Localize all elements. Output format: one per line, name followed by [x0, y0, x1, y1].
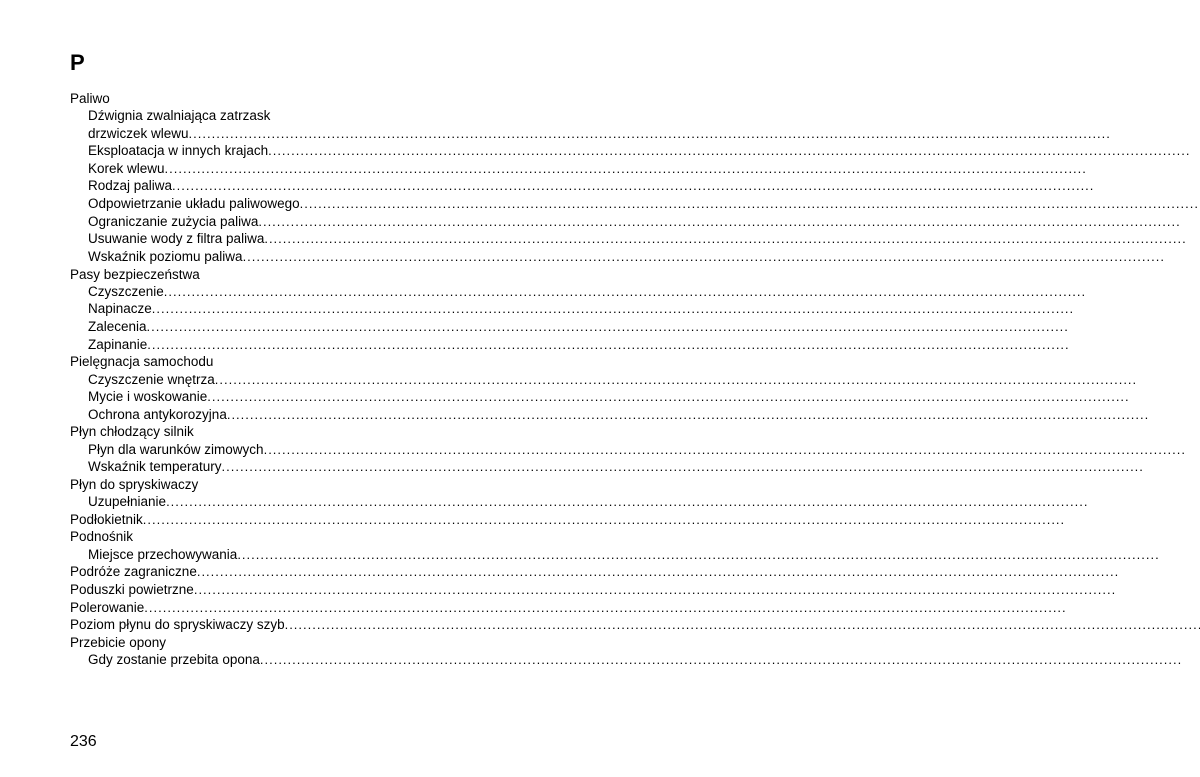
index-entry: Poduszki powietrzne.....................… — [70, 581, 1200, 599]
index-heading: Pasy bezpieczeństwa — [70, 266, 1200, 283]
index-heading: Pielęgnacja samochodu — [70, 353, 1200, 370]
index-entry-label: Zalecenia — [88, 318, 147, 335]
index-entry-label: Wskaźnik poziomu paliwa — [88, 248, 243, 265]
index-entry-label: Polerowanie — [70, 599, 144, 616]
index-entry-label: Usuwanie wody z filtra paliwa — [88, 230, 264, 247]
index-entry-label: Wskaźnik temperatury — [88, 458, 222, 475]
index-entry: Mycie i woskowanie......................… — [70, 388, 1200, 406]
index-column-1: P PaliwoDźwignia zwalniająca zatrzaskdrzw… — [70, 48, 1200, 728]
index-entry-label: Ograniczanie zużycia paliwa — [88, 213, 258, 230]
index-entry-label: Korek wlewu — [88, 160, 165, 177]
index-entry-label: Rodzaj paliwa — [88, 177, 172, 194]
page-number: 236 — [70, 733, 97, 751]
index-entry: Ochrona antykorozyjna...................… — [70, 406, 1200, 424]
leader-dots: ........................................… — [147, 337, 1200, 354]
index-entry: Gdy zostanie przebita opona.............… — [70, 651, 1200, 669]
index-entry-label: Czyszczenie — [88, 283, 164, 300]
leader-dots: ........................................… — [237, 547, 1200, 564]
leader-dots: ........................................… — [258, 214, 1200, 231]
index-entry: Czyszczenie wnętrza.....................… — [70, 371, 1200, 389]
leader-dots: ........................................… — [172, 178, 1200, 195]
index-entry-label: drzwiczek wlewu — [88, 125, 189, 142]
index-entry: Polerowanie.............................… — [70, 599, 1200, 617]
index-entry-label: Podłokietnik — [70, 511, 143, 528]
index-entry: Eksploatacja w innych krajach...........… — [70, 142, 1200, 160]
index-entry: Rodzaj paliwa...........................… — [70, 177, 1200, 195]
index-entry: Usuwanie wody z filtra paliwa...........… — [70, 230, 1200, 248]
index-entry: Miejsce przechowywania..................… — [70, 546, 1200, 564]
index-entry: Odpowietrzanie układu paliwowego........… — [70, 195, 1200, 213]
index-entry-label: Miejsce przechowywania — [88, 546, 237, 563]
index-entry: Wskaźnik temperatury....................… — [70, 458, 1200, 476]
leader-dots: ........................................… — [215, 372, 1200, 389]
index-entry: Czyszczenie.............................… — [70, 283, 1200, 301]
index-entry-label: Płyn dla warunków zimowych — [88, 441, 264, 458]
leader-dots: ........................................… — [166, 494, 1200, 511]
leader-dots: ........................................… — [164, 284, 1200, 301]
leader-dots: ........................................… — [207, 389, 1200, 406]
index-heading: Płyn do spryskiwaczy — [70, 476, 1200, 493]
index-entry: Ograniczanie zużycia paliwa.............… — [70, 213, 1200, 231]
leader-dots: ........................................… — [152, 301, 1200, 318]
leader-dots: ........................................… — [243, 249, 1200, 266]
index-entry: Korek wlewu.............................… — [70, 160, 1200, 178]
index-entry: Poziom płynu do spryskiwaczy szyb.......… — [70, 616, 1200, 634]
index-entry: Płyn dla warunków zimowych..............… — [70, 441, 1200, 459]
index-entry-label: Poduszki powietrzne — [70, 581, 194, 598]
index-entry-label: Odpowietrzanie układu paliwowego — [88, 195, 300, 212]
leader-dots: ........................................… — [260, 652, 1200, 669]
index-heading: Płyn chłodzący silnik — [70, 423, 1200, 440]
index-entry-label: Podróże zagraniczne — [70, 563, 197, 580]
index-columns: PPaliwoDźwignia zwalniająca zatrzaskdrzw… — [70, 48, 1130, 728]
index-heading: Przebicie opony — [70, 634, 1200, 651]
index-entry: Napinacze...............................… — [70, 300, 1200, 318]
index-entry: Podróże zagraniczne.....................… — [70, 563, 1200, 581]
leader-dots: ........................................… — [165, 161, 1200, 178]
index-entry-label: Czyszczenie wnętrza — [88, 371, 215, 388]
index-entry: Podłokietnik............................… — [70, 511, 1200, 529]
leader-dots: ........................................… — [144, 600, 1200, 617]
index-entry: Zalecenia...............................… — [70, 318, 1200, 336]
index-entry-label: Poziom płynu do spryskiwaczy szyb — [70, 616, 285, 633]
index-entry-label: Gdy zostanie przebita opona — [88, 651, 260, 668]
leader-dots: ........................................… — [194, 582, 1200, 599]
index-entry: Zapinanie...............................… — [70, 336, 1200, 354]
leader-dots: ........................................… — [227, 407, 1200, 424]
index-entry-label: Zapinanie — [88, 336, 147, 353]
index-entry-label: Mycie i woskowanie — [88, 388, 207, 405]
index-heading: Podnośnik — [70, 528, 1200, 545]
index-heading: Paliwo — [70, 90, 1200, 107]
index-entry: Uzupełnianie............................… — [70, 493, 1200, 511]
leader-dots: ........................................… — [143, 512, 1200, 529]
index-heading: Dźwignia zwalniająca zatrzask — [70, 107, 1200, 124]
leader-dots: ........................................… — [147, 319, 1200, 336]
index-entry: drzwiczek wlewu.........................… — [70, 125, 1200, 143]
index-entry-label: Eksploatacja w innych krajach — [88, 142, 268, 159]
leader-dots: ........................................… — [222, 459, 1200, 476]
leader-dots: ........................................… — [268, 143, 1200, 160]
index-entry-label: Napinacze — [88, 300, 152, 317]
leader-dots: ........................................… — [264, 442, 1200, 459]
leader-dots: ........................................… — [264, 231, 1200, 248]
leader-dots: ........................................… — [197, 564, 1200, 581]
index-entry-label: Ochrona antykorozyjna — [88, 406, 227, 423]
leader-dots: ........................................… — [300, 196, 1200, 213]
index-entry-label: Uzupełnianie — [88, 493, 166, 510]
index-entry: Wskaźnik poziomu paliwa.................… — [70, 248, 1200, 266]
leader-dots: ........................................… — [189, 126, 1200, 143]
section-letter: P — [70, 50, 1200, 76]
leader-dots: ........................................… — [285, 617, 1200, 634]
